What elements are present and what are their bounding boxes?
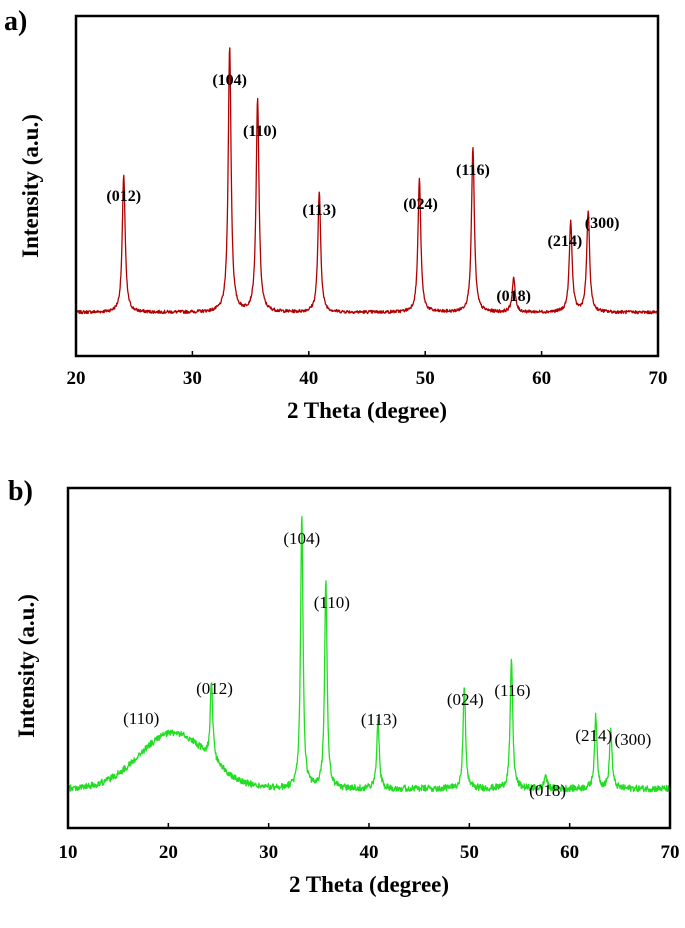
peak-label: (300) bbox=[585, 215, 620, 232]
x-tick-label: 60 bbox=[532, 368, 551, 389]
y-axis-label: Intensity (a.u.) bbox=[14, 594, 39, 738]
plot-frame bbox=[74, 14, 660, 358]
peak-label: (110) bbox=[314, 593, 350, 612]
x-tick-label: 20 bbox=[67, 368, 86, 389]
panel-label: a) bbox=[4, 6, 27, 37]
peak-label: (110) bbox=[243, 123, 277, 140]
panel-label: b) bbox=[8, 476, 33, 507]
x-axis-label: 2 Theta (degree) bbox=[289, 872, 449, 897]
peak-label: (018) bbox=[496, 288, 531, 305]
x-tick-label: 10 bbox=[59, 842, 78, 863]
peak-label: (116) bbox=[456, 162, 490, 179]
x-tick-label: 70 bbox=[661, 842, 680, 863]
peak-label: (214) bbox=[548, 233, 583, 250]
chart-panel-b: b) 10 20 30 40 50 60 70 2 Theta (degree) Intensit… bbox=[8, 476, 680, 897]
x-tick-label: 30 bbox=[183, 368, 202, 389]
y-axis-label: Intensity (a.u.) bbox=[18, 114, 43, 258]
peak-label: (012) bbox=[196, 679, 233, 698]
peak-label: (024) bbox=[403, 196, 438, 213]
plot-frame bbox=[66, 486, 672, 830]
x-tick-label: 40 bbox=[299, 368, 318, 389]
series-line bbox=[75, 47, 659, 315]
peak-label: (012) bbox=[106, 188, 141, 205]
peak-label: (113) bbox=[302, 202, 336, 219]
peak-label: (214) bbox=[575, 726, 612, 745]
peak-label: (024) bbox=[447, 690, 484, 709]
chart-panel-a: a) 20 30 40 50 60 70 2 Theta (degree) Intensity … bbox=[4, 6, 668, 423]
peak-label: (018) bbox=[529, 781, 566, 800]
x-axis-label: 2 Theta (degree) bbox=[287, 398, 447, 423]
peak-label: (113) bbox=[361, 710, 397, 729]
x-tick-label: 20 bbox=[159, 842, 178, 863]
peak-label: (110) bbox=[123, 709, 159, 728]
x-tick-label: 40 bbox=[360, 842, 379, 863]
series-line bbox=[67, 515, 671, 793]
peak-label: (300) bbox=[614, 730, 651, 749]
x-tick-label: 50 bbox=[416, 368, 435, 389]
x-tick-label: 60 bbox=[560, 842, 579, 863]
peak-label: (116) bbox=[494, 681, 530, 700]
peak-label: (104) bbox=[212, 72, 247, 89]
x-tick-label: 30 bbox=[259, 842, 278, 863]
peak-label: (104) bbox=[283, 529, 320, 548]
x-tick-label: 70 bbox=[649, 368, 668, 389]
x-tick-label: 50 bbox=[460, 842, 479, 863]
